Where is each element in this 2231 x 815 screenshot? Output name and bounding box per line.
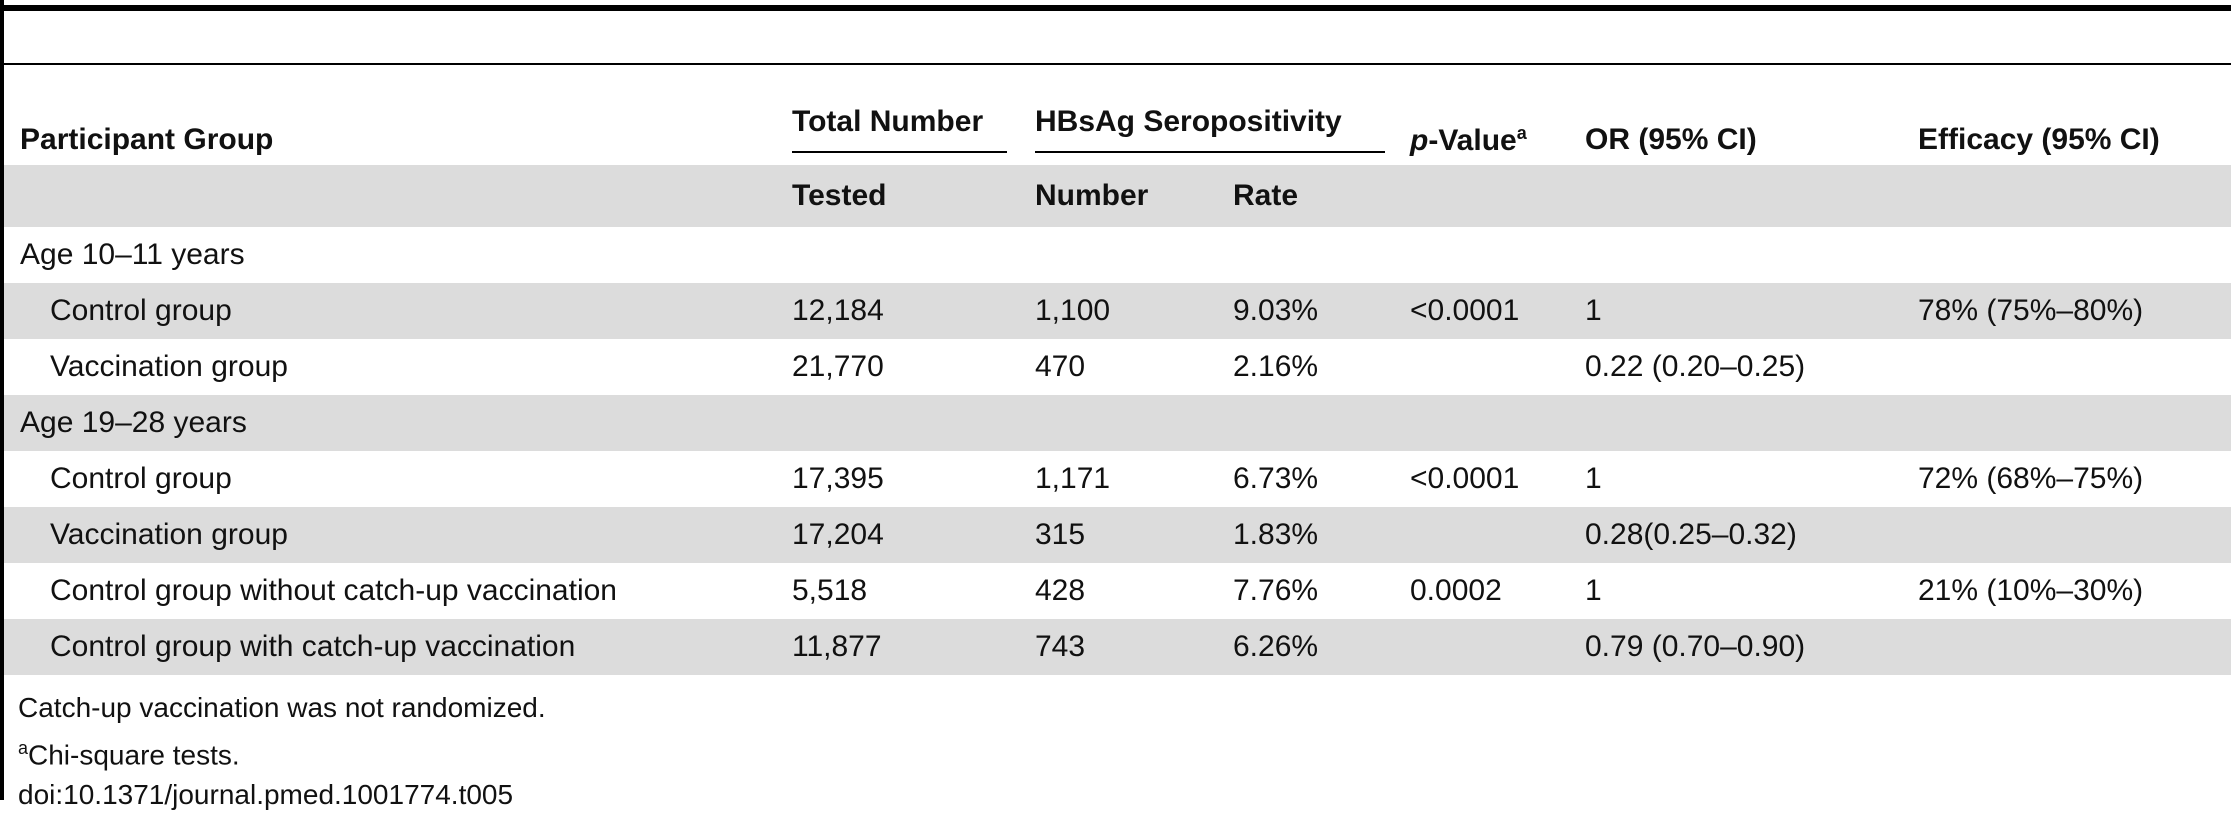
section-label: Age 19–28 years <box>4 395 2231 451</box>
cell-rate: 2.16% <box>1233 350 1319 383</box>
cell-group: Vaccination group <box>4 507 792 563</box>
table-row: Control group 12,184 1,100 9.03% <0.0001… <box>4 283 2231 339</box>
header-hbsag-seropositivity: HBsAg Seropositivity <box>1035 93 1410 165</box>
header-p-value-sup: a <box>1516 122 1527 143</box>
section-row: Age 19–28 years <box>4 395 2231 451</box>
cell-tested: 12,184 <box>792 283 1035 339</box>
footnote-sup: a <box>18 738 29 758</box>
header-number: Number <box>1035 165 1233 227</box>
table-row: Vaccination group 17,204 315 1.83% 0.28(… <box>4 507 2231 563</box>
table-row: Control group 17,395 1,171 6.73% <0.0001… <box>4 451 2231 507</box>
cell-or: 0.79 (0.70–0.90) <box>1585 619 1918 675</box>
cell-group: Vaccination group <box>50 350 288 383</box>
cell-number: 743 <box>1035 619 1233 675</box>
cell-or: 1 <box>1585 462 1602 495</box>
header-participant-group: Participant Group <box>20 123 274 156</box>
cell-tested: 11,877 <box>792 619 1035 675</box>
table-footnotes: Catch-up vaccination was not randomized.… <box>18 688 546 815</box>
header-or: OR (95% CI) <box>1585 123 1757 156</box>
cell-number: 428 <box>1035 574 1086 607</box>
cell-rate: 6.73% <box>1233 462 1319 495</box>
upper-rule <box>0 63 2231 65</box>
cell-group: Control group <box>50 462 232 495</box>
cell-efficacy: 78% (75%–80%) <box>1918 283 2231 339</box>
cell-number: 1,171 <box>1035 462 1111 495</box>
cell-number: 1,100 <box>1035 283 1233 339</box>
cell-tested: 17,204 <box>792 507 1035 563</box>
header-blank <box>4 165 792 227</box>
table-row: Vaccination group 21,770 470 2.16% 0.22 … <box>4 339 2231 395</box>
header-p-value-label: -Value <box>1428 123 1517 157</box>
header-total-number: Total Number <box>792 93 1035 165</box>
cell-or: 1 <box>1585 574 1602 607</box>
cell-rate: 6.26% <box>1233 619 1410 675</box>
cell-rate: 9.03% <box>1233 283 1410 339</box>
header-blank <box>1585 165 1918 227</box>
header-blank <box>1918 165 2231 227</box>
section-row: Age 10–11 years <box>4 227 2231 283</box>
header-p-italic: p <box>1410 123 1429 157</box>
cell-p-value <box>1410 507 1585 563</box>
cell-efficacy: 72% (68%–75%) <box>1918 462 2144 495</box>
cell-tested: 17,395 <box>792 462 884 495</box>
cell-number: 315 <box>1035 507 1233 563</box>
cell-p-value: <0.0001 <box>1410 462 1520 495</box>
cell-rate: 7.76% <box>1233 574 1319 607</box>
cell-number: 470 <box>1035 350 1086 383</box>
cell-group: Control group without catch-up vaccinati… <box>50 574 617 607</box>
cell-p-value: <0.0001 <box>1410 283 1585 339</box>
section-label: Age 10–11 years <box>20 238 245 271</box>
cell-group: Control group <box>4 283 792 339</box>
header-row-1: Participant Group Total Number HBsAg Ser… <box>4 93 2231 165</box>
header-rate: Rate <box>1233 165 1410 227</box>
cell-efficacy <box>1918 619 2231 675</box>
cell-p-value: 0.0002 <box>1410 574 1502 607</box>
top-rule <box>0 5 2231 11</box>
doi-text: doi:10.1371/journal.pmed.1001774.t005 <box>18 779 514 811</box>
cell-or: 0.28(0.25–0.32) <box>1585 507 1918 563</box>
header-p-value: p-Valuea <box>1410 93 1585 165</box>
footnote-randomization: Catch-up vaccination was not randomized. <box>18 692 546 723</box>
table-row: Control group with catch-up vaccination … <box>4 619 2231 675</box>
footnote-chi-square: aChi-square tests. <box>18 728 546 775</box>
header-total-number-label: Total Number <box>792 105 1007 153</box>
cell-efficacy <box>1918 339 2231 395</box>
header-row-2: Tested Number Rate <box>4 165 2231 227</box>
cell-tested: 21,770 <box>792 350 884 383</box>
cell-efficacy <box>1918 507 2231 563</box>
cell-p-value <box>1410 619 1585 675</box>
cell-tested: 5,518 <box>792 574 868 607</box>
cell-or: 1 <box>1585 283 1918 339</box>
cell-or: 0.22 (0.20–0.25) <box>1585 350 1806 383</box>
cell-rate: 1.83% <box>1233 507 1410 563</box>
cell-efficacy: 21% (10%–30%) <box>1918 574 2144 607</box>
table-row: Control group without catch-up vaccinati… <box>4 563 2231 619</box>
header-efficacy: Efficacy (95% CI) <box>1918 123 2160 156</box>
header-hbsag-label: HBsAg Seropositivity <box>1035 105 1385 153</box>
footnote-chi-square-text: Chi-square tests. <box>28 739 240 771</box>
left-border <box>0 0 4 800</box>
cell-p-value <box>1410 339 1585 395</box>
header-blank <box>1410 165 1585 227</box>
data-table: Participant Group Total Number HBsAg Ser… <box>4 93 2231 675</box>
cell-group: Control group with catch-up vaccination <box>4 619 792 675</box>
header-tested: Tested <box>792 165 1035 227</box>
